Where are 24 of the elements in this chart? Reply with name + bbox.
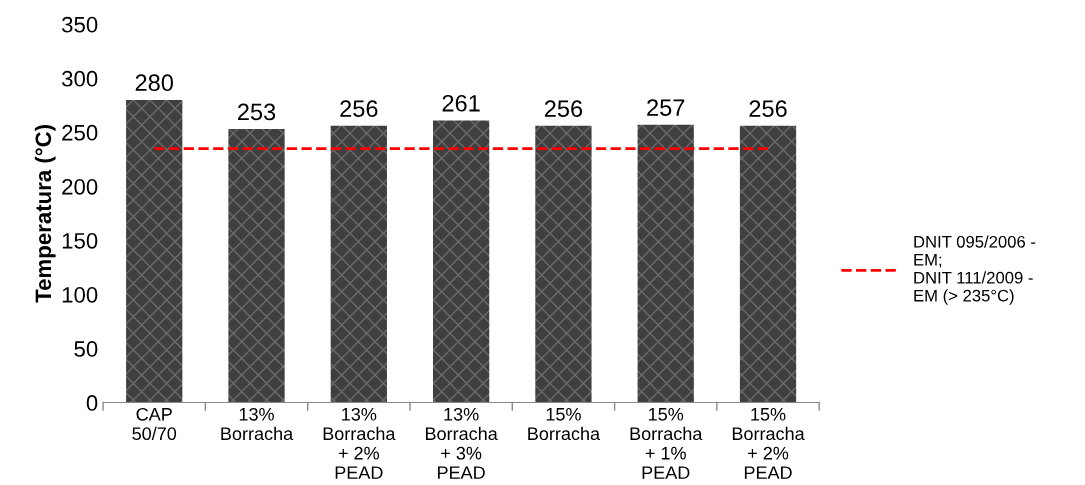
- y-tick-label: 200: [62, 178, 98, 195]
- y-tick-label: 250: [62, 124, 98, 141]
- x-tick-label: 13% Borracha + 3% PEAD: [425, 407, 498, 479]
- y-tick-label: 350: [61, 16, 98, 33]
- data-label: 256: [544, 100, 583, 118]
- data-label: 261: [442, 94, 480, 112]
- x-tick-label: 13% Borracha + 2% PEAD: [323, 407, 396, 479]
- data-label: 256: [340, 100, 378, 118]
- x-tick-label: 13% Borracha: [221, 407, 294, 441]
- data-label: 257: [647, 99, 685, 116]
- x-tick-label: 15% Borracha: [528, 407, 601, 441]
- y-tick-label: 100: [62, 287, 98, 303]
- y-tick-label: 0: [86, 395, 98, 411]
- x-tick-label: 15% Borracha + 2% PEAD: [732, 407, 805, 479]
- legend-label: DNIT 095/2006 - EM; DNIT 111/2009 - EM (> 235°C): [914, 235, 1036, 305]
- data-label: 253: [238, 103, 276, 121]
- y-axis-title: Temperatura (°C): [34, 125, 56, 303]
- data-label: 256: [749, 100, 787, 118]
- y-tick-label: 150: [62, 232, 98, 249]
- y-tick-label: 50: [74, 341, 98, 357]
- y-tick-label: 300: [61, 70, 98, 87]
- x-tick-label: CAP 50/70: [132, 407, 177, 441]
- data-label: 280: [135, 74, 173, 92]
- x-tick-label: 15% Borracha + 1% PEAD: [630, 407, 703, 479]
